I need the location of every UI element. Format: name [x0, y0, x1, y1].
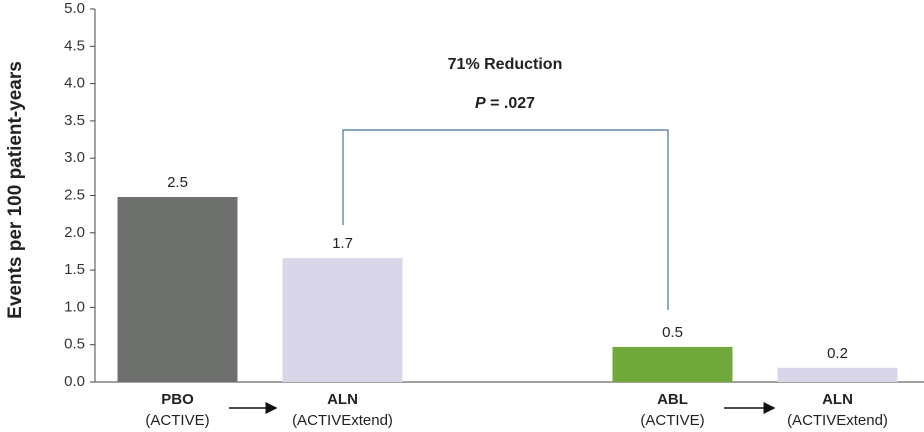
- x-tick-sublabel: (ACTIVE): [145, 412, 209, 429]
- bar: [117, 196, 238, 382]
- bar: [612, 346, 733, 382]
- data-label: 2.5: [167, 174, 188, 191]
- x-tick-label: ABL: [657, 391, 688, 408]
- annotation: 71% Reduction: [448, 56, 563, 73]
- bracket: [342, 129, 669, 310]
- x-tick-label: PBO: [161, 391, 194, 408]
- y-tick-label: 3.5: [64, 112, 85, 129]
- y-tick-label: 4.0: [64, 75, 85, 92]
- bar: [282, 258, 403, 382]
- annotation: = .027: [486, 95, 535, 112]
- y-tick-label: 2.0: [64, 224, 85, 241]
- y-tick-label: 0.0: [64, 373, 85, 390]
- annotation: P = .027: [475, 95, 535, 112]
- y-tick-label: 2.5: [64, 186, 85, 203]
- y-tick-label: 4.5: [64, 37, 85, 54]
- y-tick-label: 1.5: [64, 261, 85, 278]
- data-label: 0.5: [662, 324, 683, 341]
- x-tick-label: ALN: [327, 391, 358, 408]
- data-label: 1.7: [332, 235, 353, 252]
- y-tick-label: 0.5: [64, 336, 85, 353]
- y-tick-label: 3.0: [64, 149, 85, 166]
- y-axis-label: Events per 100 patient-years: [5, 61, 26, 319]
- x-tick-sublabel: (ACTIVExtend): [292, 412, 393, 429]
- x-tick-sublabel: (ACTIVExtend): [787, 412, 888, 429]
- data-label: 0.2: [827, 345, 848, 362]
- x-tick-label: ALN: [822, 391, 853, 408]
- y-tick-label: 5.0: [64, 0, 85, 17]
- x-tick-sublabel: (ACTIVE): [640, 412, 704, 429]
- annotation: P: [475, 95, 486, 112]
- bar: [777, 367, 898, 382]
- y-tick-label: 1.0: [64, 298, 85, 315]
